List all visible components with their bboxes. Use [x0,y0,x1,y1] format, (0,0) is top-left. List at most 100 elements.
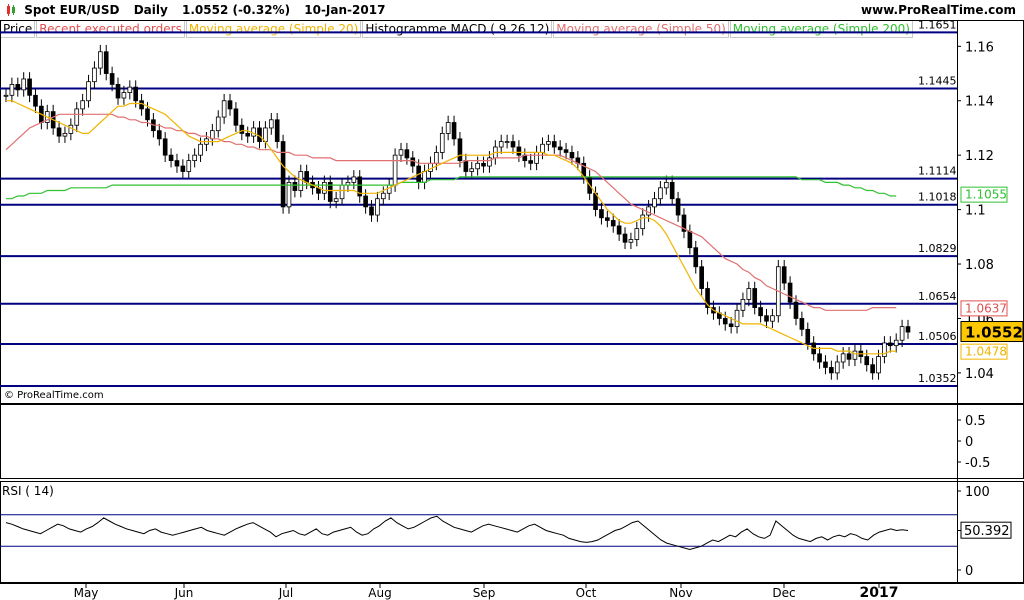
candle-up [386,184,392,194]
candle-up [263,127,268,142]
candle-up [92,67,97,83]
candle-down [622,233,628,243]
candle-down [569,152,575,159]
price-tick-label: 1.04 [965,367,994,382]
candle-down [103,51,109,74]
candle-down [752,288,758,308]
candle-down [327,181,333,202]
price-tick-label: 1.08 [965,258,994,273]
price-tag-box [960,343,1008,360]
candle-up [852,350,858,360]
candle-down [162,138,168,156]
legend-sma50[interactable]: Moving average (Simple 50) [553,20,729,38]
price-tag-box [960,186,1008,203]
rsi-panel-frame [0,481,1024,583]
level-label: 1.1445 [918,74,957,87]
site-url[interactable]: www.ProRealTime.com [861,3,1016,17]
candle-down [481,162,486,167]
rsi-value-label: 50.392 [964,524,1010,539]
candle-down [610,220,616,227]
candle-down [722,318,728,325]
candle-down [870,364,875,374]
candle-down [174,160,180,167]
candle-down [705,288,710,308]
rsi-tick-label: 100 [965,485,990,500]
candle-up [882,342,887,357]
month-label: Dec [772,586,795,600]
candle-up [375,198,380,216]
candle-up [98,51,103,69]
candle-down [27,78,32,96]
level-label: 1.1651 [918,18,957,31]
candle-up [3,94,9,97]
sma20-line [6,100,897,355]
candle-down [410,157,416,167]
level-label: 1.0352 [918,372,957,385]
sma50-line [5,113,897,311]
candle-down [357,176,363,197]
candle-down [257,127,262,142]
candle-up [251,127,256,137]
candle-up [74,108,80,126]
candle-down [109,73,115,85]
candle-down [693,247,699,268]
candle-down [274,119,280,142]
candle-down [463,160,469,172]
candle-down [551,141,557,148]
level-label: 1.0829 [918,242,957,255]
price-tag-label: 1.0637 [965,301,1007,315]
candle-down [304,171,309,183]
price-tag-label: 1.0552 [965,324,1023,342]
candle-down [292,181,298,191]
timeframe: Daily [133,3,168,17]
macd-tick-label: 0 [965,435,973,450]
month-label: Sep [473,586,496,600]
price-tag-box [960,300,1008,317]
month-label: Aug [368,586,391,600]
candle-down [793,301,799,319]
candle-up [475,162,480,170]
candle-up [770,315,775,322]
candle-up [298,171,304,191]
macd-tick-label: 0.5 [965,414,986,429]
candle-up [487,157,492,167]
candle-up [434,152,439,164]
candle-down [557,146,563,151]
candle-down [233,108,239,126]
month-label: Jul [278,586,293,600]
candle-down [829,367,834,374]
macd-tick-label: -0.5 [965,456,990,471]
rsi-line [5,515,909,551]
candle-down [681,214,687,232]
candle-up [658,187,663,200]
candle-up [628,239,634,243]
candle-up [21,78,27,91]
candle-up [746,288,752,300]
candle-up [392,154,398,186]
price-tick-label: 1.14 [965,95,994,110]
month-label: Oct [576,586,597,600]
candle-down [817,353,822,363]
candle-down [728,323,734,328]
candle-down [687,230,693,249]
candle-down [457,138,463,162]
candle-down [758,307,763,317]
level-label: 1.1114 [918,165,957,178]
candle-up [9,84,15,96]
candle-down [451,122,457,140]
month-label: Nov [669,586,692,600]
candle-down [528,160,534,164]
rsi-value-box [960,521,1012,539]
candle-up [286,181,292,208]
candle-down [616,225,622,235]
price-tick-label: 1.12 [965,149,994,164]
candle-up [893,339,899,347]
candle-down [404,149,410,159]
candle-up [186,160,192,172]
candle-down [180,165,186,172]
last-quote: 1.0552 (-0.32%) [181,3,291,17]
candle-up [652,198,657,208]
candle-down [846,353,852,360]
candle-up [734,309,740,328]
